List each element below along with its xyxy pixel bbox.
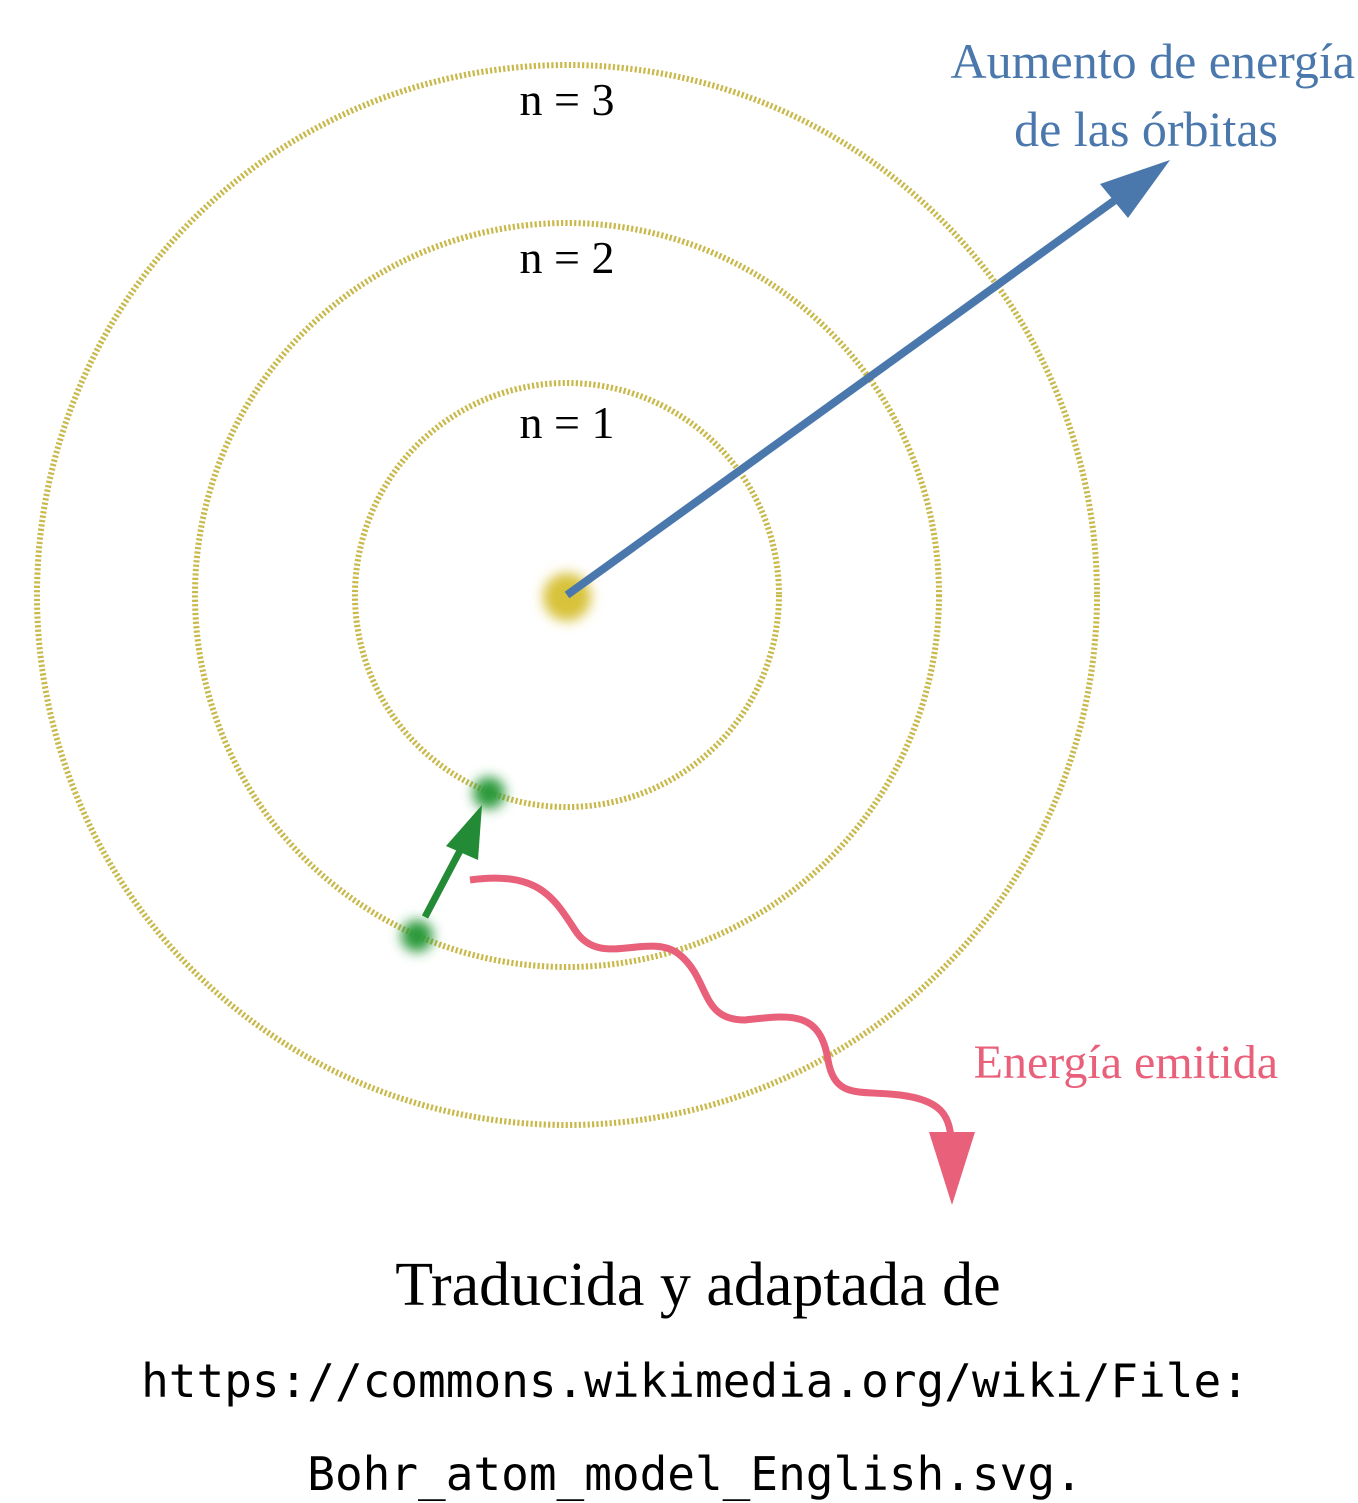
orbits: [34, 62, 1100, 1128]
orbit: [192, 220, 942, 970]
photon-arrowhead: [929, 1132, 975, 1205]
electron: [473, 777, 505, 809]
orbit-label: n = 1: [520, 397, 615, 448]
energy-label: Aumento de energía: [951, 33, 1356, 89]
transition-arrow: [421, 843, 467, 919]
transition-arrowhead: [446, 805, 482, 860]
emitted-label: Energía emitida: [974, 1036, 1278, 1089]
energy-label: de las órbitas: [1014, 101, 1278, 157]
energy-arrowhead: [1100, 160, 1170, 218]
photon-wave: [469, 874, 955, 1141]
orbit-label: n = 2: [520, 232, 615, 283]
orbit: [352, 380, 782, 810]
source-url: https://commons.wikimedia.org/wiki/File:: [141, 1354, 1249, 1408]
orbit: [34, 62, 1100, 1128]
source-url: Bohr_atom_model_English.svg.: [307, 1447, 1082, 1501]
energy-arrow: [564, 194, 1121, 599]
caption: Traducida y adaptada de: [395, 1251, 1000, 1319]
orbit-label: n = 3: [520, 74, 615, 125]
electron: [401, 920, 433, 952]
